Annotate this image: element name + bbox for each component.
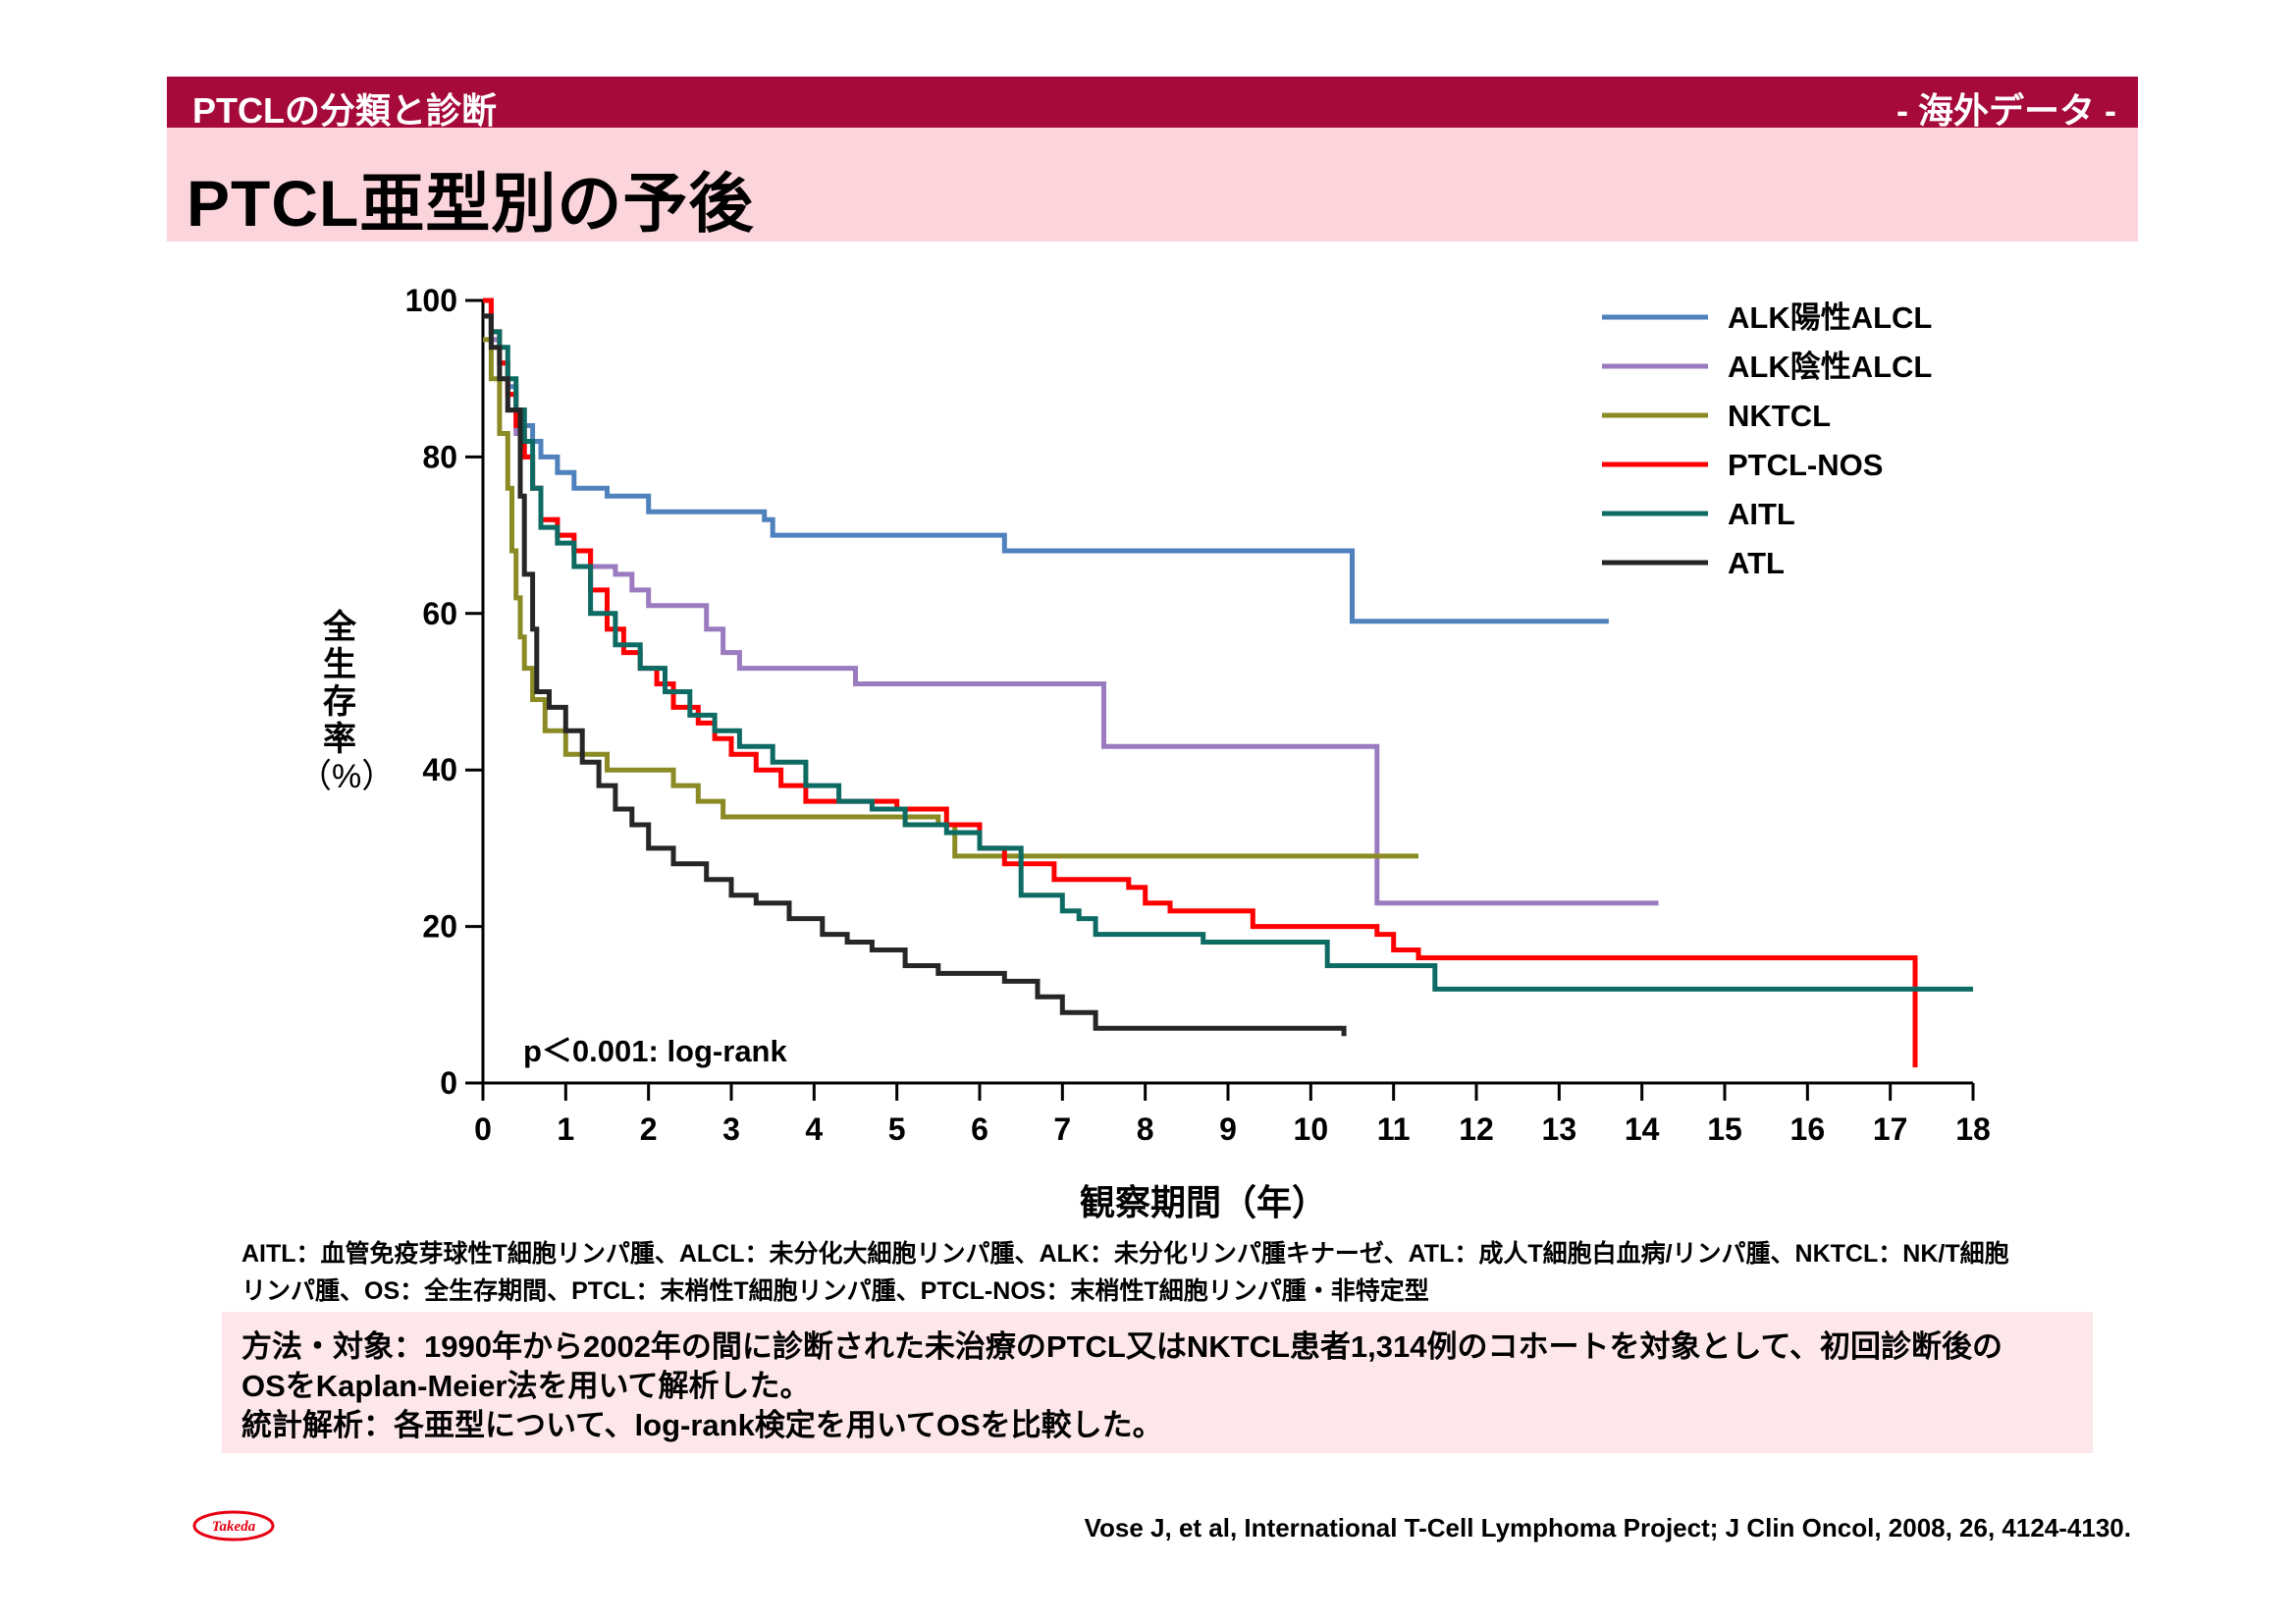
y-axis-label-char: 全 xyxy=(323,609,356,646)
x-tick-label: 8 xyxy=(1137,1111,1154,1147)
x-tick-label: 2 xyxy=(640,1111,658,1147)
x-tick-label: 16 xyxy=(1790,1111,1826,1147)
series-line xyxy=(483,298,1609,624)
y-tick-label: 100 xyxy=(405,283,457,318)
title-bar: PTCL亜型別の予後 xyxy=(167,128,2138,242)
x-axis-label: 観察期間（年） xyxy=(1080,1182,1328,1222)
x-tick-label: 12 xyxy=(1459,1111,1494,1147)
x-tick-label: 13 xyxy=(1542,1111,1577,1147)
footnote-line: AITL：血管免疫芽球性T細胞リンパ腫、ALCL：未分化大細胞リンパ腫、ALK：… xyxy=(241,1240,2009,1268)
x-tick-label: 10 xyxy=(1294,1111,1329,1147)
y-axis-label-char: 率 xyxy=(323,721,356,758)
series-line xyxy=(483,298,1659,906)
x-tick-label: 9 xyxy=(1219,1111,1237,1147)
x-tick-label: 4 xyxy=(805,1111,823,1147)
takeda-logo: Takeda xyxy=(192,1510,275,1542)
x-tick-label: 15 xyxy=(1707,1111,1742,1147)
x-tick-label: 14 xyxy=(1625,1111,1660,1147)
x-tick-label: 7 xyxy=(1053,1111,1071,1147)
p-value-annotation: p＜0.001: log-rank xyxy=(523,1034,787,1068)
legend-label: PTCL-NOS xyxy=(1728,448,1883,482)
legend-label: ALK陽性ALCL xyxy=(1728,300,1932,335)
logo-text: Takeda xyxy=(212,1519,256,1535)
method-line: OSをKaplan-Meier法を用いて解析した。 xyxy=(241,1369,811,1403)
overseas-data-tag: - 海外データ - xyxy=(1896,90,2116,131)
x-tick-label: 1 xyxy=(557,1111,574,1147)
y-tick-label: 0 xyxy=(440,1065,457,1101)
method-line: 統計解析：各亜型について、log-rank検定を用いてOSを比較した。 xyxy=(241,1408,1163,1442)
section-title: PTCLの分類と診断 xyxy=(192,90,497,131)
x-tick-label: 5 xyxy=(888,1111,906,1147)
y-tick-label: 40 xyxy=(422,752,457,787)
y-axis-label-unit: （%） xyxy=(298,758,396,795)
method-line: 方法・対象：1990年から2002年の間に診断された未治療のPTCL又はNKTC… xyxy=(241,1329,2002,1364)
x-tick-label: 18 xyxy=(1955,1111,1991,1147)
method-box: 方法・対象：1990年から2002年の間に診断された未治療のPTCL又はNKTC… xyxy=(222,1312,2093,1453)
page-title: PTCL亜型別の予後 xyxy=(187,167,755,240)
y-axis-label-char: 存 xyxy=(323,683,356,721)
citation: Vose J, et al, International T-Cell Lymp… xyxy=(1084,1513,2131,1543)
legend-label: AITL xyxy=(1728,497,1795,531)
y-tick-label: 80 xyxy=(422,439,457,474)
y-axis-label: 全 生 存 率 （%） xyxy=(298,609,395,795)
x-tick-label: 6 xyxy=(971,1111,988,1147)
legend-label: ATL xyxy=(1728,546,1785,580)
series-line xyxy=(483,313,1347,1037)
y-axis-label-char: 生 xyxy=(323,646,356,683)
series-line xyxy=(483,337,1418,859)
footnote-line: リンパ腫、OS：全生存期間、PTCL：末梢性T細胞リンパ腫、PTCL-NOS：末… xyxy=(241,1277,1429,1305)
x-tick-label: 3 xyxy=(722,1111,740,1147)
x-tick-label: 0 xyxy=(474,1111,492,1147)
x-tick-label: 17 xyxy=(1873,1111,1908,1147)
legend-label: NKTCL xyxy=(1728,399,1831,433)
y-tick-label: 60 xyxy=(422,596,457,631)
y-tick-label: 20 xyxy=(422,909,457,945)
abbreviations-footnote: AITL：血管免疫芽球性T細胞リンパ腫、ALCL：未分化大細胞リンパ腫、ALK：… xyxy=(241,1235,2087,1310)
x-tick-label: 11 xyxy=(1377,1111,1411,1147)
section-header-bar: PTCLの分類と診断 - 海外データ - xyxy=(167,77,2138,131)
series-line xyxy=(483,313,1973,992)
legend-label: ALK陰性ALCL xyxy=(1728,350,1932,384)
